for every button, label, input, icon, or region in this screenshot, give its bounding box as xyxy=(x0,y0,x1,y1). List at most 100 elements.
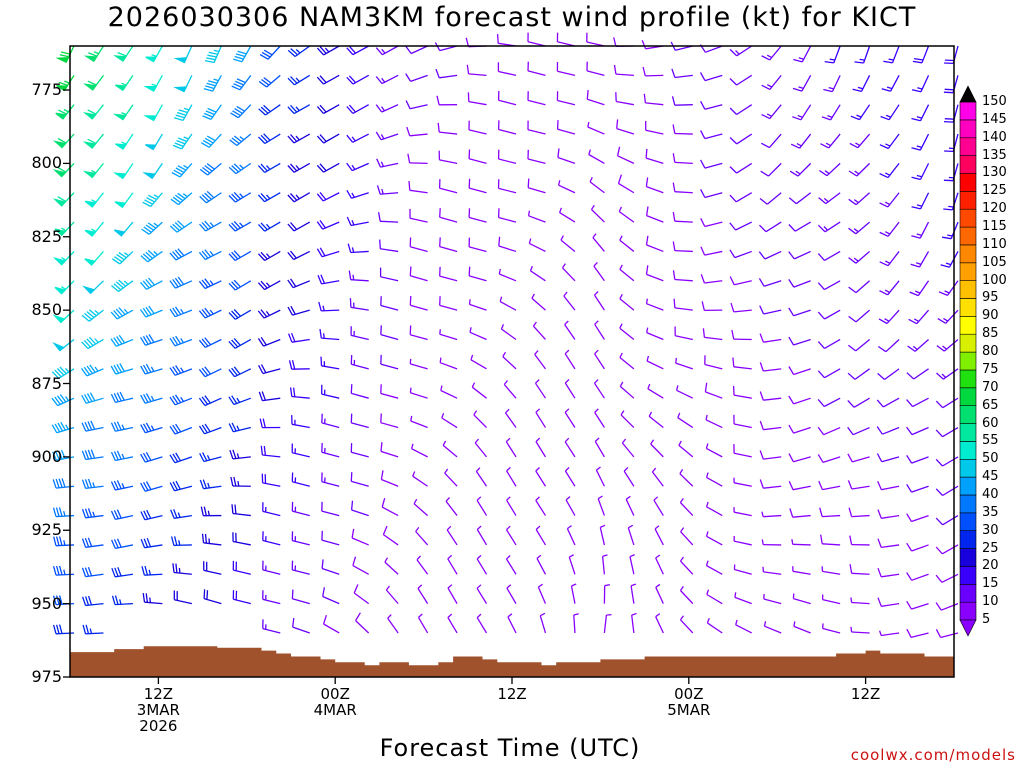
wind-barb xyxy=(876,426,900,435)
wind-barb xyxy=(504,408,517,428)
wind-barb xyxy=(140,537,163,549)
wind-barb xyxy=(788,453,811,463)
y-tick-label: 825 xyxy=(31,226,62,246)
wind-barb xyxy=(848,192,871,206)
wind-barb xyxy=(527,91,546,106)
site-credit[interactable]: coolwx.com/models xyxy=(850,746,1016,764)
wind-barb xyxy=(470,354,487,370)
wind-barb xyxy=(169,276,193,289)
wind-barb xyxy=(627,524,635,546)
wind-barb xyxy=(380,442,399,458)
wind-barb xyxy=(409,387,428,399)
wind-barb xyxy=(852,75,871,93)
wind-barb xyxy=(733,477,752,487)
wind-barb xyxy=(560,235,576,252)
wind-barb xyxy=(655,554,664,575)
wind-barb xyxy=(672,241,693,253)
wind-barb xyxy=(496,34,517,47)
wind-barb xyxy=(498,236,517,253)
wind-barb xyxy=(258,250,281,262)
wind-barb xyxy=(935,602,959,611)
wind-barb xyxy=(672,270,693,282)
wind-barb xyxy=(594,408,605,428)
wind-barb xyxy=(623,467,635,487)
wind-barb xyxy=(52,624,75,635)
wind-barb xyxy=(377,212,399,223)
wind-barb xyxy=(935,573,959,583)
x-tick-label: 00Z 5MAR xyxy=(639,686,739,718)
wind-barb xyxy=(792,566,811,575)
wind-barb xyxy=(346,74,369,85)
wind-barb xyxy=(199,190,222,204)
wind-barb xyxy=(169,306,193,318)
wind-barb xyxy=(613,64,634,76)
wind-barb xyxy=(701,301,723,312)
wind-barb xyxy=(848,221,871,235)
wind-barb xyxy=(416,555,429,575)
wind-barb xyxy=(229,449,251,460)
wind-barb xyxy=(439,266,458,282)
wind-barb xyxy=(375,104,399,113)
wind-barb xyxy=(679,556,694,575)
colorbar-label: 110 xyxy=(982,236,1007,252)
wind-barb xyxy=(52,309,75,324)
x-tick-line: 4MAR xyxy=(313,701,357,719)
wind-barb xyxy=(911,221,930,239)
wind-barb xyxy=(173,590,193,605)
wind-barb xyxy=(619,352,635,370)
wind-barb xyxy=(80,364,104,377)
wind-barb xyxy=(380,325,399,341)
x-tick-label: 12Z xyxy=(816,686,916,702)
wind-barb xyxy=(111,538,134,550)
wind-barb xyxy=(316,133,340,144)
x-tick-line: 00Z xyxy=(674,685,704,703)
wind-barb xyxy=(877,509,900,519)
wind-barb xyxy=(81,566,104,578)
wind-barb xyxy=(645,298,664,311)
wind-barb xyxy=(409,295,428,311)
wind-barb xyxy=(503,380,517,399)
wind-barb xyxy=(111,250,134,265)
wind-barb xyxy=(143,104,163,122)
wind-barb xyxy=(679,615,694,634)
wind-barb xyxy=(288,360,310,370)
colorbar-label: 25 xyxy=(982,540,999,556)
wind-barb xyxy=(321,472,340,487)
wind-barb xyxy=(906,368,929,380)
wind-barb xyxy=(500,324,517,341)
wind-barb xyxy=(410,415,428,429)
wind-barb xyxy=(564,349,576,370)
wind-barb xyxy=(171,162,193,178)
wind-barb xyxy=(261,473,281,487)
wind-barb xyxy=(316,74,340,85)
colorbar-swatch xyxy=(959,566,977,585)
wind-barb xyxy=(262,619,281,634)
wind-barb xyxy=(819,507,841,518)
wind-barb xyxy=(505,525,517,546)
wind-barb xyxy=(537,583,547,604)
wind-barb xyxy=(258,221,281,232)
wind-barb xyxy=(879,133,900,150)
wind-barb xyxy=(566,525,576,546)
wind-barb xyxy=(82,104,104,120)
wind-barb xyxy=(594,437,605,458)
wind-barb xyxy=(201,533,222,546)
wind-barb xyxy=(729,221,753,231)
wind-barb xyxy=(573,613,579,634)
wind-barb xyxy=(759,450,782,460)
wind-barb xyxy=(199,220,222,232)
wind-barb xyxy=(380,413,399,429)
wind-barb xyxy=(821,104,841,121)
wind-barb xyxy=(760,162,782,177)
wind-barb xyxy=(82,280,104,295)
wind-barb xyxy=(761,104,782,120)
wind-barb xyxy=(198,337,222,348)
wind-barb xyxy=(409,237,428,253)
wind-barb xyxy=(262,502,281,517)
wind-barb xyxy=(654,525,664,546)
wind-barb xyxy=(529,265,546,282)
wind-barb xyxy=(346,189,369,199)
wind-barb xyxy=(228,395,252,406)
wind-barb xyxy=(534,350,546,370)
wind-barb xyxy=(645,177,664,194)
